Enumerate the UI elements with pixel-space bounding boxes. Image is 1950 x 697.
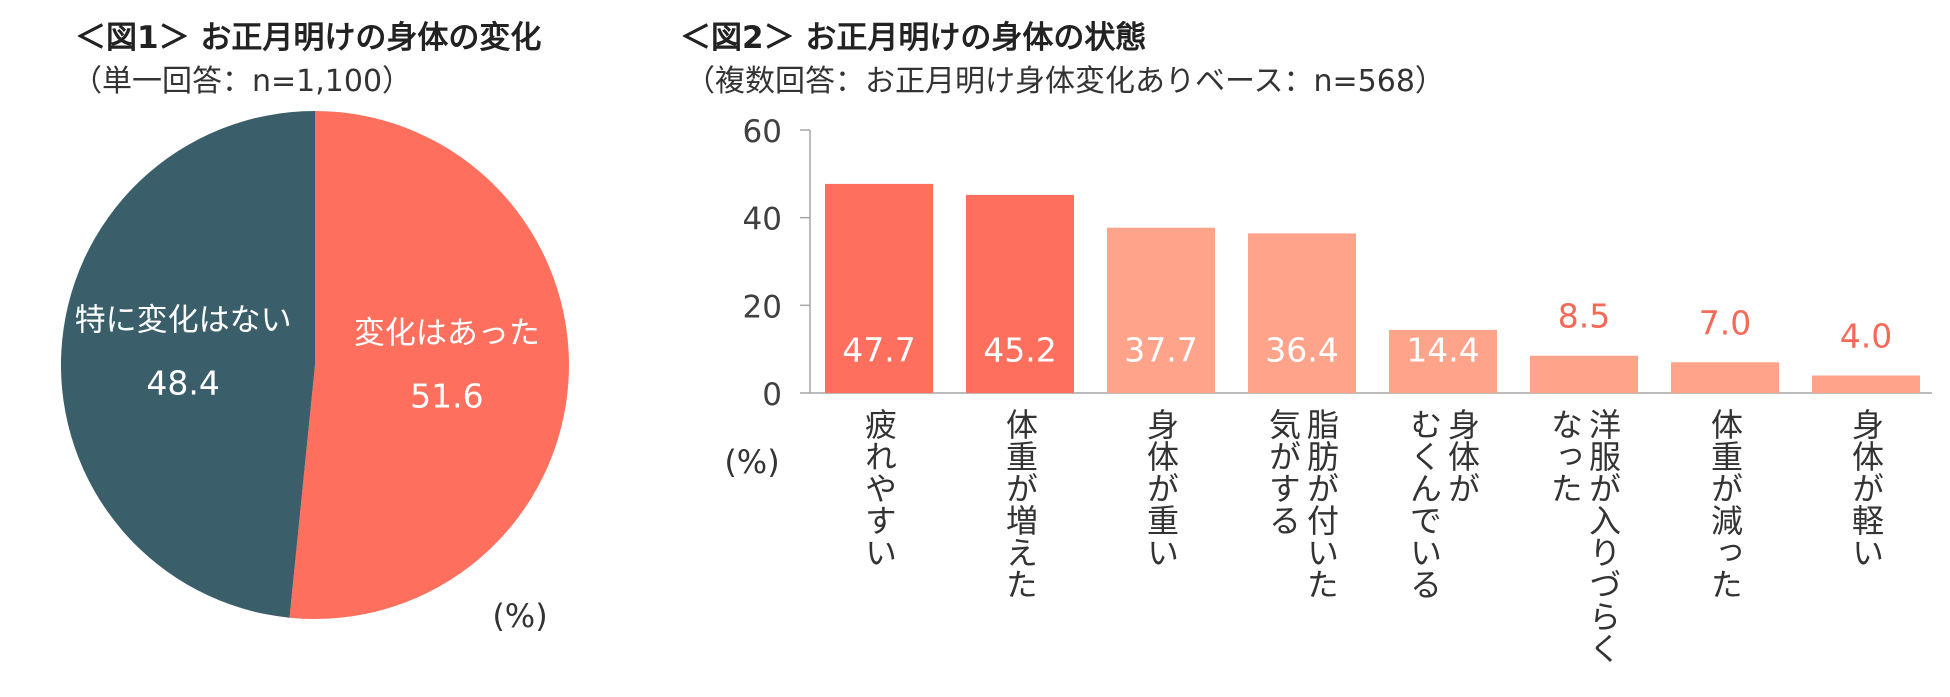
pie-labels: 変化はあった 51.6 特に変化はない 48.4 xyxy=(75,302,540,415)
category-label: 脂肪が付いた xyxy=(1302,408,1340,600)
category-label: 身体が xyxy=(1443,408,1481,504)
bar-chart-subtitle: （複数回答：お正月明け身体変化ありベース：n=568） xyxy=(685,64,1445,99)
y-tick-label: 40 xyxy=(743,202,782,238)
bar xyxy=(1248,233,1356,393)
bar xyxy=(966,194,1074,393)
bar xyxy=(1812,375,1920,393)
bar-chart-title: ＜図2＞ お正月明けの身体の状態 xyxy=(680,20,1147,56)
bar-value-label: 45.2 xyxy=(983,330,1056,369)
pie-unit-label: (%) xyxy=(492,597,547,635)
pie-chart-title: ＜図1＞ お正月明けの身体の変化 xyxy=(75,20,542,56)
category-label: なった xyxy=(1546,408,1584,504)
bar-y-axis-unit-label: (%) xyxy=(724,443,779,481)
bar-value-label: 36.4 xyxy=(1265,330,1338,369)
pie-slice xyxy=(289,111,569,619)
category-label: 疲れやすい xyxy=(860,408,898,568)
y-tick-label: 20 xyxy=(743,289,782,325)
bar-value-label: 7.0 xyxy=(1699,303,1751,342)
bar-value-label: 47.7 xyxy=(842,330,915,369)
y-tick-label: 60 xyxy=(743,114,782,150)
pie-slice-value: 48.4 xyxy=(146,363,219,402)
pie-slice-label: 特に変化はない xyxy=(75,302,292,338)
y-tick-label: 0 xyxy=(762,377,782,413)
bar-value-label: 37.7 xyxy=(1124,330,1197,369)
bar xyxy=(825,183,933,393)
pie-slice-value: 51.6 xyxy=(410,377,483,416)
bar xyxy=(1530,355,1638,393)
pie-slice-label: 変化はあった xyxy=(354,316,540,352)
category-label: 身体が重い xyxy=(1142,408,1180,568)
pie-chart-subtitle: （単一回答：n=1,100） xyxy=(72,64,413,99)
category-label: むくんでいる xyxy=(1405,408,1443,600)
category-label: 体重が減った xyxy=(1706,408,1744,600)
bar-value-label: 14.4 xyxy=(1406,330,1479,369)
pie-slice xyxy=(60,110,315,618)
category-label: 体重が増えた xyxy=(1001,408,1039,600)
pie-slices xyxy=(60,110,569,619)
bar-value-label: 4.0 xyxy=(1840,317,1892,356)
bar xyxy=(1671,362,1779,393)
bar-value-label: 8.5 xyxy=(1558,297,1610,336)
category-label: 気がする xyxy=(1264,408,1302,536)
category-label: 身体が軽い xyxy=(1847,408,1885,568)
bar xyxy=(1107,227,1215,393)
bar-value-labels: 47.7 45.2 37.7 36.4 14.4 8.5 7.0 4.0 xyxy=(842,297,1892,370)
bar-series xyxy=(825,183,1920,393)
category-label: 洋服が入りづらく xyxy=(1584,408,1622,664)
bar xyxy=(1389,329,1497,393)
